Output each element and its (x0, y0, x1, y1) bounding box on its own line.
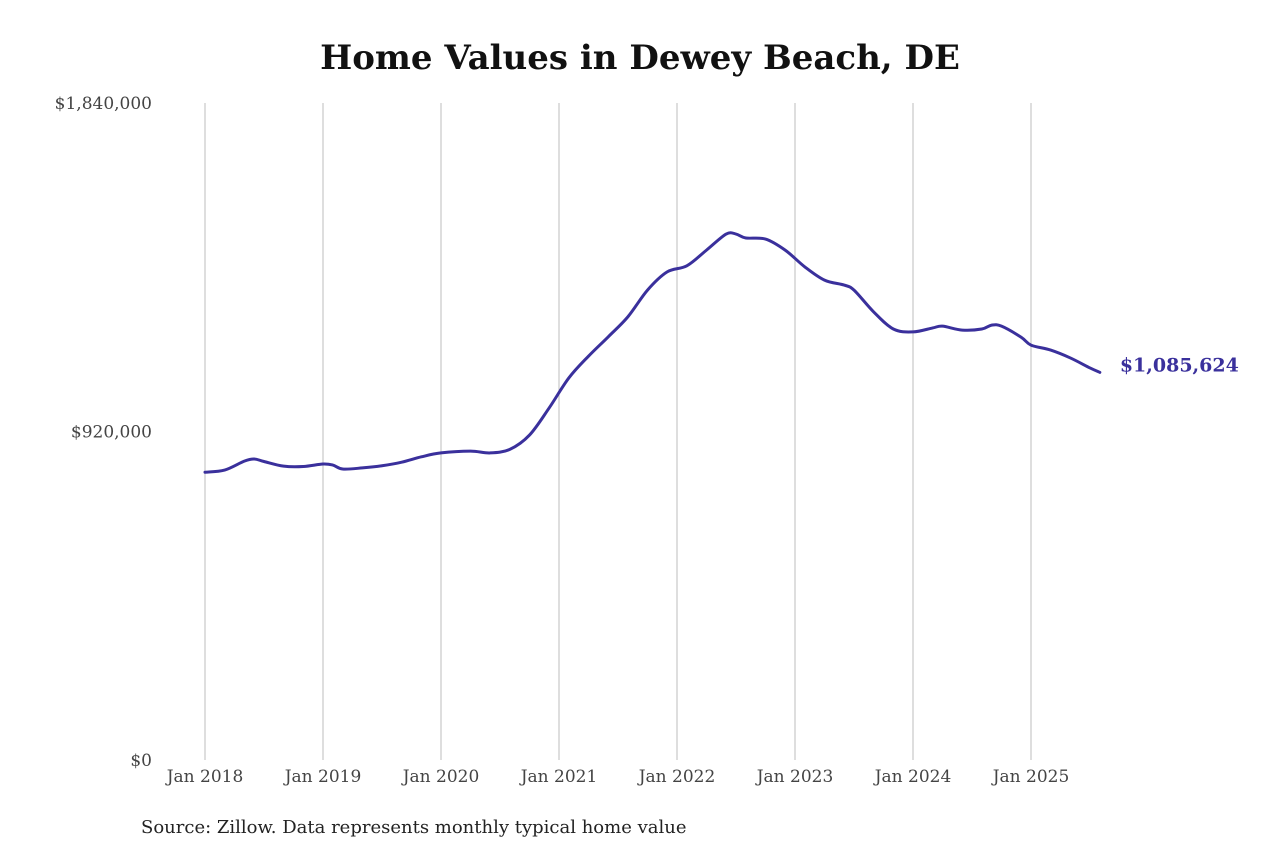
y-tick-label: $1,840,000 (55, 94, 152, 114)
x-tick-label: Jan 2019 (283, 767, 362, 787)
series-line (203, 231, 1102, 474)
y-tick-label: $0 (130, 751, 152, 771)
x-tick-label: Jan 2022 (637, 767, 716, 787)
x-tick-label: Jan 2020 (401, 767, 480, 787)
x-tick-label: Jan 2023 (755, 767, 834, 787)
x-tick-label: Jan 2021 (519, 767, 598, 787)
end-value-label: $1,085,624 (1120, 354, 1239, 376)
y-tick-label: $920,000 (71, 423, 152, 443)
x-tick-label: Jan 2018 (165, 767, 244, 787)
x-tick-label: Jan 2024 (873, 767, 952, 787)
chart-title: Home Values in Dewey Beach, DE (320, 38, 960, 78)
x-tick-label: Jan 2025 (991, 767, 1070, 787)
source-note: Source: Zillow. Data represents monthly … (141, 817, 687, 838)
